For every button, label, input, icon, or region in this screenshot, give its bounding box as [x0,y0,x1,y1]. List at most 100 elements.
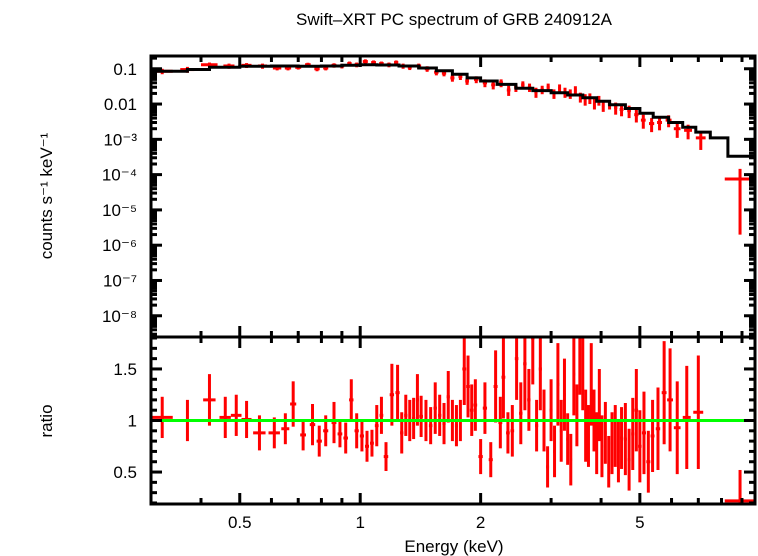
ratio-data-point [603,401,607,464]
spectrum-data-point [450,74,455,82]
ratio-data-point [510,405,515,457]
spectrum-y-tick-label: 10⁻⁴ [102,166,137,185]
spectrum-data-point [491,81,496,90]
ratio-data-point [619,407,624,469]
spectrum-data-point [583,94,587,106]
ratio-data-point [482,382,488,434]
spectrum-frame [149,54,757,339]
ratio-data-point [454,405,458,447]
ratio-data-point [562,358,566,431]
ratio-data-point [535,399,539,452]
ratio-data-point [412,397,416,440]
spectrum-data-point [634,109,639,123]
ratio-data-point [473,379,478,431]
x-tick-label: 0.5 [228,513,252,532]
ratio-data-point [203,374,216,426]
y-axis-label-ratio: ratio [37,404,56,437]
spectrum-data-point [640,114,646,129]
ratio-data-point [523,337,527,411]
ratio-data-point [337,420,343,448]
ratio-data-point [638,410,642,483]
ratio-data-point [506,412,510,454]
spectrum-y-tick-label: 10⁻⁵ [102,201,137,220]
ratio-data-point [646,430,651,493]
ratio-data-point [514,337,519,400]
ratio-data-point [553,425,557,478]
ratio-data-point [661,341,667,445]
ratio-data-point [316,425,322,457]
ratio-data-point [364,430,370,462]
ratio-data-point [469,384,474,436]
ratio-data-point [538,337,542,411]
axis-ticks: 0.5 1 2 5 0.1 0.01 10⁻³ 10⁻⁴ 10⁻⁵ 10⁻⁶ 10⁻⁷ 10⁻⁸ 0.5… [102,56,755,532]
ratio-data-point [569,433,573,486]
ratio-data-point [300,419,306,451]
ratio-data-point [572,337,576,416]
spectrum-data-point [648,118,655,133]
ratio-data-point [354,413,359,449]
ratio-data-point [379,396,384,434]
x-axis-label: Energy (keV) [404,537,503,556]
ratio-y-tick-label: 1 [128,412,137,431]
ratio-data-point [446,371,450,423]
y-axis-label-spectrum: counts s⁻¹ keV⁻¹ [37,132,56,259]
ratio-data-point [415,374,419,426]
ratio-data-point [627,428,631,491]
ratio-data-point [595,412,599,475]
spectrum-y-tick-label: 10⁻⁸ [102,307,137,326]
spectrum-data-point [695,131,706,150]
ratio-data-point [230,394,242,436]
ratio-data-point [466,355,470,418]
ratio-data-point [634,368,639,452]
ratio-data-point [584,389,588,462]
ratio-data-point [581,337,585,411]
spectrum-y-tick-label: 0.01 [104,95,137,114]
ratio-data-point [331,401,337,444]
ratio-data-point [404,394,408,436]
model-step-line [151,63,755,158]
x-tick-label: 2 [476,513,485,532]
ratio-data-point [610,412,614,475]
ratio-data-point [623,402,627,476]
ratio-data-point [556,343,560,426]
ratio-data-point [374,405,379,447]
spectrum-y-tick-label: 10⁻³ [103,130,137,149]
ratio-data-point [693,355,704,469]
ratio-data-point [667,348,673,452]
ratio-data-point [616,420,620,483]
ratio-data-point [478,439,483,475]
x-tick-label: 5 [635,513,644,532]
ratio-data-point [501,337,506,419]
spectrum-data-point [592,97,596,110]
ratio-data-point [389,363,395,426]
ratio-data-point [219,396,231,439]
x-tick-label: 1 [355,513,364,532]
ratio-data-point [462,337,467,406]
spectrum-data-point [673,123,681,138]
spectrum-data-point [657,117,663,131]
ratio-data-point [359,420,364,452]
ratio-data-point [586,405,590,467]
ratio-data-point [578,337,582,395]
ratio-data-point [600,415,604,478]
ratio-data-point [613,405,617,467]
ratio-data-point [383,442,389,472]
ratio-data-point [607,435,611,488]
ratio-data-point [493,350,498,423]
ratio-data-point [438,394,442,436]
ratio-data-point [395,364,400,421]
chart-title: Swift–XRT PC spectrum of GRB 240912A [296,10,613,29]
ratio-data-point [724,469,755,504]
ratio-data-point [343,422,348,454]
spectrum-data-point [506,85,511,96]
ratio-data-point [281,413,290,445]
ratio-data-point [641,391,646,475]
ratio-data-point [589,343,593,426]
ratio-data-point [546,446,550,488]
ratio-data-point [419,395,423,437]
ratio-data-point [650,399,655,473]
ratio-panel [151,336,755,504]
ratio-data-point [682,365,691,469]
ratio-y-tick-label: 1.5 [113,360,137,379]
